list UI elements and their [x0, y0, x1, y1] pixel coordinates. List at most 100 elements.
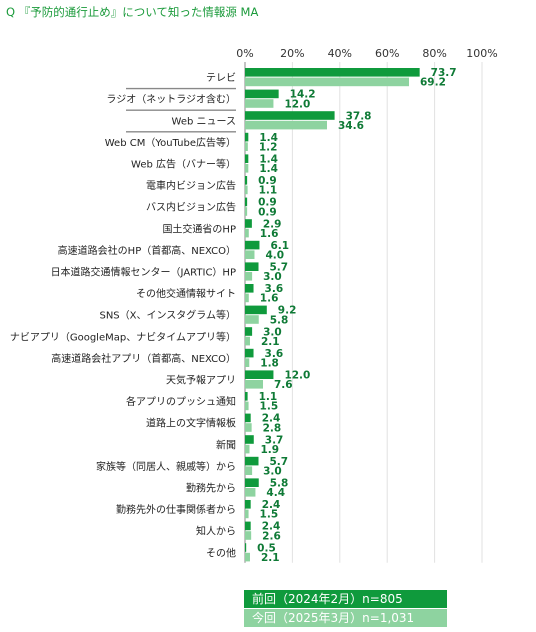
bar-current — [245, 228, 249, 238]
bar-current — [245, 99, 274, 108]
bar-current — [245, 207, 248, 216]
value-label-current: 3.0 — [263, 466, 282, 478]
bar-previous — [245, 111, 335, 120]
value-label-current: 1.5 — [260, 509, 279, 521]
category-label: 勤務先外の仕事関係者から — [116, 503, 236, 516]
value-label-current: 3.0 — [263, 271, 282, 283]
value-label-previous: 1.1 — [259, 391, 278, 403]
category-label: その他 — [206, 546, 236, 559]
value-label-current: 2.1 — [261, 336, 280, 348]
value-label-previous: 5.8 — [270, 478, 289, 490]
bar-current — [245, 552, 250, 562]
bar-previous — [245, 435, 254, 444]
value-label-previous: 6.1 — [270, 240, 289, 252]
value-label-previous: 9.2 — [278, 305, 297, 317]
bar-previous — [245, 327, 253, 336]
category-label: 道路上の文字情報板 — [146, 417, 236, 430]
value-label-previous: 0.5 — [257, 542, 276, 554]
bar-previous — [245, 176, 248, 185]
bar-current — [245, 293, 249, 303]
bar-current — [245, 423, 252, 432]
bar-previous — [245, 305, 267, 315]
value-label-current: 69.2 — [420, 77, 446, 89]
category-label: 天気予報アプリ — [166, 374, 236, 387]
category-label: 勤務先から — [186, 482, 236, 495]
bar-current — [245, 380, 264, 389]
x-tick-label: 100% — [466, 47, 497, 60]
x-tick-label: 60% — [375, 47, 399, 60]
bar-previous — [245, 89, 279, 99]
x-tick-label: 80% — [422, 47, 446, 60]
value-label-previous: 73.7 — [431, 67, 457, 79]
bar-current — [245, 185, 248, 195]
value-label-current: 1.5 — [260, 401, 279, 413]
category-label: Web ニュース — [172, 116, 236, 127]
value-label-previous: 2.4 — [262, 413, 281, 425]
legend-current: 今回（2025年3月）n=1,031 — [244, 609, 447, 627]
bar-previous — [245, 543, 247, 552]
category-label: ラジオ（ネットラジオ含む） — [106, 93, 236, 106]
category-label: 高速道路会社アプリ（首都高、NEXCO） — [51, 352, 236, 365]
bar-previous — [245, 348, 254, 358]
bar-previous — [245, 132, 249, 142]
category-label: テレビ — [206, 72, 236, 84]
bar-current — [245, 466, 253, 475]
bar-current — [245, 488, 256, 497]
category-label: 電車内ビジョン広告 — [146, 179, 236, 192]
bar-current — [245, 401, 249, 411]
value-label-current: 2.8 — [263, 422, 282, 434]
value-label-current: 4.0 — [265, 250, 284, 262]
value-label-previous: 1.4 — [259, 154, 278, 166]
value-label-current: 1.6 — [260, 228, 279, 240]
category-label: 各アプリのプッシュ通知 — [126, 395, 236, 408]
bar-previous — [245, 262, 259, 271]
bar-current — [245, 77, 410, 87]
bar-previous — [245, 413, 251, 423]
category-label: 国土交通省のHP — [162, 222, 236, 235]
value-label-previous: 3.6 — [265, 283, 284, 295]
x-tick-label: 20% — [280, 47, 304, 60]
bar-previous — [245, 240, 260, 250]
value-label-current: 5.8 — [270, 314, 289, 326]
value-label-current: 34.6 — [338, 120, 364, 132]
value-label-previous: 2.4 — [262, 499, 281, 511]
bar-current — [245, 358, 250, 367]
category-label: 家族等（同居人、親戚等）から — [96, 460, 236, 473]
x-tick-label: 0% — [236, 47, 253, 60]
value-label-previous: 2.9 — [263, 218, 282, 230]
value-label-current: 1.2 — [259, 142, 278, 154]
bar-previous — [245, 68, 420, 77]
value-label-previous: 0.9 — [258, 175, 277, 187]
bar-previous — [245, 478, 259, 487]
value-label-previous: 1.4 — [259, 132, 278, 144]
bar-previous — [245, 521, 251, 531]
value-label-current: 4.4 — [266, 487, 285, 499]
value-label-previous: 14.2 — [290, 89, 316, 101]
value-label-current: 7.6 — [274, 379, 293, 391]
bar-previous — [245, 500, 251, 509]
x-tick-label: 40% — [328, 47, 352, 60]
bar-previous — [245, 219, 252, 228]
value-label-previous: 2.4 — [262, 521, 281, 533]
value-label-current: 2.1 — [261, 552, 280, 564]
bar-previous — [245, 392, 248, 401]
value-label-current: 1.9 — [261, 444, 280, 456]
bar-current — [245, 164, 249, 173]
bar-previous — [245, 370, 274, 379]
value-label-current: 1.4 — [259, 163, 278, 175]
category-label: 高速道路会社のHP（首都高、NEXCO） — [58, 244, 236, 257]
bar-current — [245, 531, 252, 540]
bar-previous — [245, 456, 259, 466]
category-label: その他交通情報サイト — [136, 287, 236, 300]
value-label-current: 1.1 — [259, 185, 278, 197]
bar-current — [245, 250, 255, 259]
category-label: 日本道路交通情報センター（JARTIC）HP — [51, 266, 236, 279]
value-label-previous: 37.8 — [346, 110, 372, 122]
category-label: SNS（X、インスタグラム等） — [99, 309, 236, 322]
bar-current — [245, 336, 250, 346]
category-label: Web CM（YouTube広告等） — [105, 136, 236, 149]
bar-previous — [245, 154, 249, 163]
value-label-previous: 3.7 — [265, 434, 284, 446]
value-label-current: 0.9 — [258, 206, 277, 218]
bar-current — [245, 272, 253, 281]
